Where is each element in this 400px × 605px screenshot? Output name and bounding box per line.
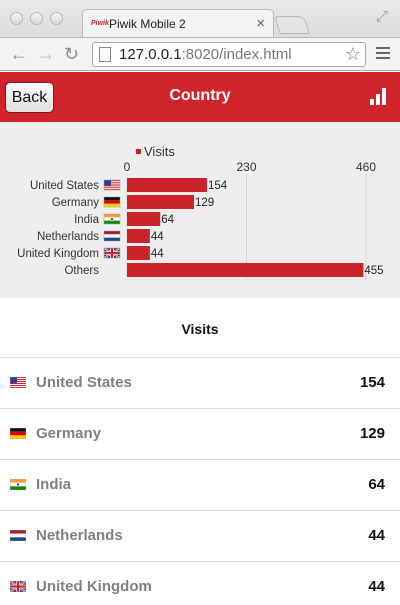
bar-data-label: 129 bbox=[195, 197, 214, 209]
x-tick-label: 0 bbox=[124, 160, 131, 174]
table-row[interactable]: India 64 bbox=[0, 460, 400, 511]
row-country-name: India bbox=[36, 476, 72, 493]
row-country-name: United States bbox=[36, 374, 132, 391]
y-category-label: Netherlands bbox=[37, 231, 99, 243]
bar bbox=[127, 195, 195, 209]
legend-label: Visits bbox=[144, 144, 175, 159]
close-window-icon[interactable] bbox=[10, 12, 23, 25]
y-category-label: India bbox=[74, 214, 100, 226]
table-row[interactable]: Netherlands 44 bbox=[0, 511, 400, 562]
row-country-name: Netherlands bbox=[36, 527, 123, 544]
de-flag-icon bbox=[10, 428, 26, 439]
bar bbox=[127, 246, 150, 260]
close-tab-icon[interactable]: × bbox=[256, 15, 265, 32]
nl-flag-icon bbox=[10, 530, 26, 541]
nl-flag-icon bbox=[103, 230, 121, 242]
bar bbox=[127, 263, 364, 277]
table-row[interactable]: Germany 129 bbox=[0, 409, 400, 460]
row-visits-value: 129 bbox=[359, 425, 385, 442]
tab-title: Piwik Mobile 2 bbox=[109, 17, 186, 31]
chart-legend: Visits bbox=[136, 144, 175, 159]
zoom-window-icon[interactable] bbox=[50, 12, 63, 25]
x-tick-label: 230 bbox=[236, 160, 256, 174]
y-category-label: Germany bbox=[52, 197, 100, 209]
forward-arrow-icon[interactable]: → bbox=[37, 44, 55, 64]
bar-data-label: 44 bbox=[151, 231, 164, 243]
us-flag-icon bbox=[103, 179, 121, 191]
y-category-label: United States bbox=[30, 180, 99, 192]
bar-data-label: 64 bbox=[161, 214, 174, 226]
app-header: Back Country bbox=[0, 72, 400, 122]
in-flag-icon bbox=[10, 479, 26, 490]
bar-chart-icon[interactable] bbox=[370, 88, 387, 105]
page-title: Country bbox=[169, 87, 231, 104]
back-button[interactable]: Back bbox=[5, 82, 54, 113]
address-text[interactable]: 127.0.0.1:8020/index.html bbox=[119, 46, 292, 63]
legend-swatch bbox=[136, 149, 141, 154]
bar-chart: 0 230 460 United States 154 Germany 129 India 64… bbox=[17, 160, 384, 280]
table-header: Visits bbox=[0, 298, 400, 358]
browser-titlebar: Piwik Piwik Mobile 2 × ⤢ bbox=[0, 0, 400, 37]
gb-flag-icon bbox=[103, 247, 121, 259]
bookmark-star-icon[interactable]: ☆ bbox=[344, 44, 361, 64]
row-visits-value: 44 bbox=[368, 578, 385, 595]
fullscreen-icon[interactable]: ⤢ bbox=[375, 8, 388, 25]
browser-toolbar: ← → ↻ 127.0.0.1:8020/index.html ☆ bbox=[0, 37, 400, 71]
in-flag-icon bbox=[103, 213, 121, 225]
column-header: Visits bbox=[181, 321, 219, 337]
bar-data-label: 154 bbox=[208, 180, 228, 192]
new-tab-button[interactable] bbox=[274, 16, 310, 34]
row-visits-value: 44 bbox=[368, 527, 385, 544]
bar bbox=[127, 178, 208, 192]
minimize-window-icon[interactable] bbox=[30, 12, 43, 25]
bar bbox=[127, 212, 161, 226]
bar-data-label: 455 bbox=[364, 265, 383, 277]
address-bar[interactable]: 127.0.0.1:8020/index.html ☆ bbox=[92, 42, 366, 67]
gb-flag-icon bbox=[10, 581, 26, 592]
y-category-label: United Kingdom bbox=[17, 248, 99, 260]
browser-tab[interactable]: Piwik Piwik Mobile 2 × bbox=[82, 9, 274, 37]
bar bbox=[127, 229, 150, 243]
x-tick-label: 460 bbox=[356, 160, 376, 174]
us-flag-icon bbox=[10, 377, 26, 388]
table-row[interactable]: United States 154 bbox=[0, 358, 400, 409]
row-country-name: Germany bbox=[36, 425, 102, 442]
bar-data-label: 44 bbox=[151, 248, 164, 260]
chart-area: Visits 0 230 460 United States 154 Germany 129… bbox=[0, 122, 400, 298]
row-country-name: United Kingdom bbox=[36, 578, 152, 595]
de-flag-icon bbox=[103, 196, 121, 208]
piwik-favicon-icon: Piwik bbox=[91, 20, 109, 27]
row-visits-value: 64 bbox=[368, 476, 385, 493]
y-category-label: Others bbox=[64, 265, 99, 277]
reload-icon[interactable]: ↻ bbox=[64, 44, 80, 64]
page-icon bbox=[99, 47, 111, 62]
row-visits-value: 154 bbox=[359, 374, 385, 391]
table-row[interactable]: United Kingdom 44 bbox=[0, 562, 400, 605]
browser-menu-icon[interactable] bbox=[376, 47, 390, 62]
back-arrow-icon[interactable]: ← bbox=[10, 44, 28, 64]
